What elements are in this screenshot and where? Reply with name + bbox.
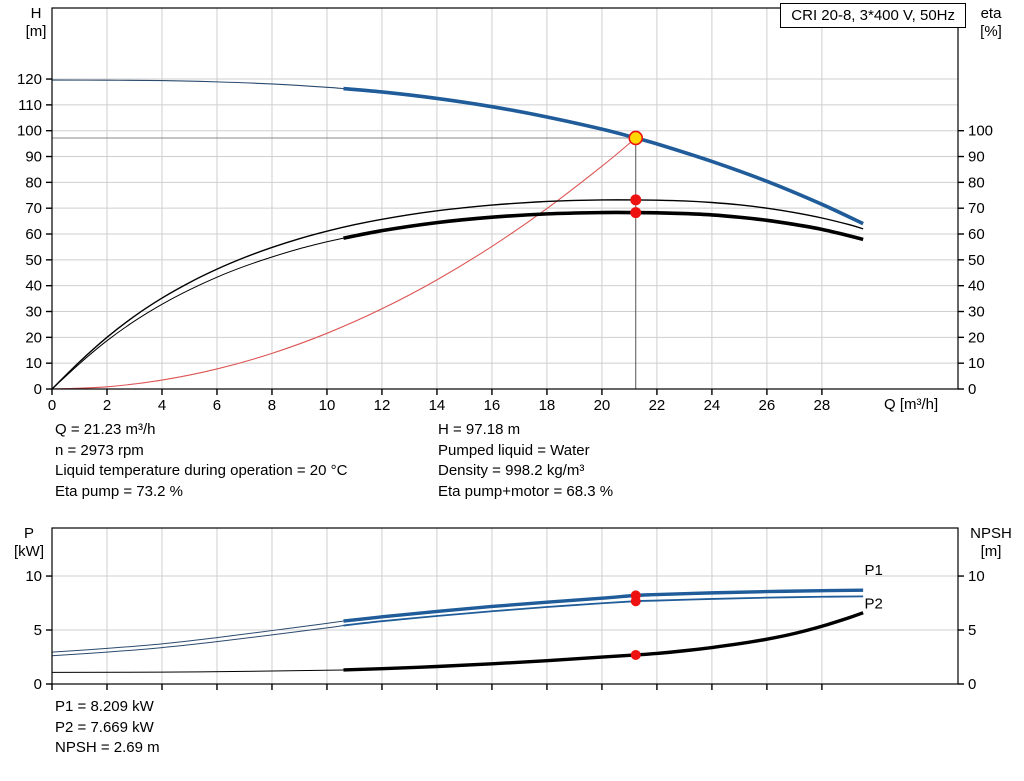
npsh-axis-name: NPSH	[970, 525, 1012, 542]
duty-eta-pump-text: Eta pump = 73.2 %	[55, 482, 183, 500]
tick-label-left: 20	[25, 329, 42, 346]
tick-label-left: 70	[25, 200, 42, 217]
p-axis-unit: [kW]	[14, 543, 44, 560]
tick-label-right: 100	[968, 123, 993, 140]
power-npsh-chart: 0 5 10 0 5 10 P1 P2	[25, 527, 985, 693]
eta-axis-name: eta	[980, 5, 1002, 22]
tick-label-left: 0	[34, 381, 42, 398]
tick-label-left: 120	[17, 71, 42, 88]
tick-label-x: 12	[374, 397, 391, 414]
tick-label-left: 100	[17, 123, 42, 140]
qh-curve-extension	[51, 79, 344, 90]
tick-label-left: 110	[18, 97, 42, 114]
eta-axis-unit: [%]	[980, 23, 1002, 40]
duty-speed-text: n = 2973 rpm	[55, 441, 144, 459]
tick-label-x: 20	[594, 397, 611, 414]
tick-label-x: 2	[103, 397, 111, 414]
eta-pump-curve	[51, 199, 864, 390]
npsh-curve-extension	[51, 669, 344, 673]
duty-point	[628, 130, 644, 146]
tick-label-x: 10	[319, 397, 336, 414]
tick-label-left: 5	[34, 622, 42, 639]
tick-label-x: 14	[429, 397, 446, 414]
p1-curve	[343, 588, 864, 623]
p1-series-label: P1	[865, 562, 883, 579]
plot-frame	[51, 527, 959, 685]
duty-head-text: H = 97.18 m	[438, 421, 521, 438]
tick-label-right: 20	[968, 329, 985, 346]
tick-label-x: 24	[704, 397, 721, 414]
tick-label-x: 26	[759, 397, 776, 414]
tick-label-x: 0	[48, 397, 56, 414]
npsh-axis-unit: [m]	[980, 543, 1002, 560]
tick-label-right: 10	[968, 355, 985, 372]
p-axis-header: P [kW]	[6, 525, 52, 561]
duty-p2-text: P2 = 7.669 kW	[55, 718, 154, 736]
tick-label-left: 90	[25, 149, 42, 166]
tick-label-left: 10	[25, 568, 42, 585]
tick-label-right: 80	[968, 174, 985, 191]
h-axis-unit: [m]	[25, 23, 47, 40]
x-axis-label: Q [m³/h]	[884, 396, 938, 413]
tick-label-x: 18	[539, 397, 556, 414]
p-axis-name: P	[23, 525, 34, 542]
h-axis-header: H [m]	[14, 5, 58, 41]
npsh-duty-dot	[630, 649, 641, 660]
eta-motor-duty-dot	[630, 207, 642, 219]
tick-label-x: 28	[814, 397, 831, 414]
tick-label-x: 4	[158, 397, 166, 414]
tick-label-right: 90	[968, 149, 985, 166]
tick-label-left: 60	[25, 226, 42, 243]
tick-label-left: 50	[25, 252, 42, 269]
qh-curve	[343, 86, 864, 226]
npsh-axis-header: NPSH [m]	[962, 525, 1020, 561]
tick-label-right: 0	[968, 381, 976, 398]
tick-label-right: 70	[968, 200, 985, 217]
tick-label-x: 16	[484, 397, 501, 414]
duty-info-left-column: Q = 21.23 m³/h n = 2973 rpm Liquid tempe…	[55, 420, 347, 502]
tick-label-x: 22	[649, 397, 666, 414]
p2-curve	[343, 595, 864, 627]
eta-pump-motor-curve	[343, 210, 864, 242]
tick-label-left: 10	[25, 355, 42, 372]
p2-duty-dot	[630, 596, 641, 607]
tick-label-x: 8	[268, 397, 276, 414]
duty-npsh-text: NPSH = 2.69 m	[55, 739, 160, 756]
tick-label-right: 50	[968, 252, 985, 269]
plot-frame	[51, 7, 959, 390]
eta-axis-header: eta [%]	[968, 5, 1014, 41]
tick-label-right: 5	[968, 622, 976, 639]
duty-flow-text: Q = 21.23 m³/h	[55, 421, 156, 438]
duty-temperature-text: Liquid temperature during operation = 20…	[55, 462, 348, 479]
duty-info-right-column: H = 97.18 m Pumped liquid = Water Densit…	[438, 420, 613, 502]
power-info-column: P1 = 8.209 kW P2 = 7.669 kW NPSH = 2.69 …	[55, 697, 160, 759]
p2-curve-extension	[51, 624, 344, 657]
tick-label-right: 30	[968, 304, 985, 321]
pump-title-box: CRI 20-8, 3*400 V, 50Hz	[780, 3, 966, 28]
tick-label-left: 0	[34, 676, 42, 693]
p1-curve-extension	[51, 620, 344, 653]
eta-pump-duty-dot	[630, 194, 642, 206]
tick-label-left: 40	[25, 278, 42, 295]
tick-label-right: 0	[968, 676, 976, 693]
system-curve	[51, 137, 637, 390]
duty-liquid-text: Pumped liquid = Water	[438, 441, 590, 459]
eta-pump-motor-curve-extension	[51, 237, 344, 390]
qh-eta-chart: 0102030405060708090100110120010203040506…	[17, 7, 993, 414]
tick-label-left: 80	[25, 174, 42, 191]
tick-label-right: 40	[968, 278, 985, 295]
duty-density-text: Density = 998.2 kg/m³	[438, 462, 585, 479]
tick-label-x: 6	[213, 397, 221, 414]
duty-eta-pump-motor-text: Eta pump+motor = 68.3 %	[438, 482, 614, 500]
npsh-curve	[343, 611, 864, 672]
duty-p1-text: P1 = 8.209 kW	[55, 698, 154, 715]
tick-label-right: 60	[968, 226, 985, 243]
p2-series-label: P2	[865, 595, 883, 612]
tick-label-right: 10	[968, 568, 985, 585]
h-axis-name: H	[30, 5, 42, 22]
tick-label-left: 30	[25, 304, 42, 321]
